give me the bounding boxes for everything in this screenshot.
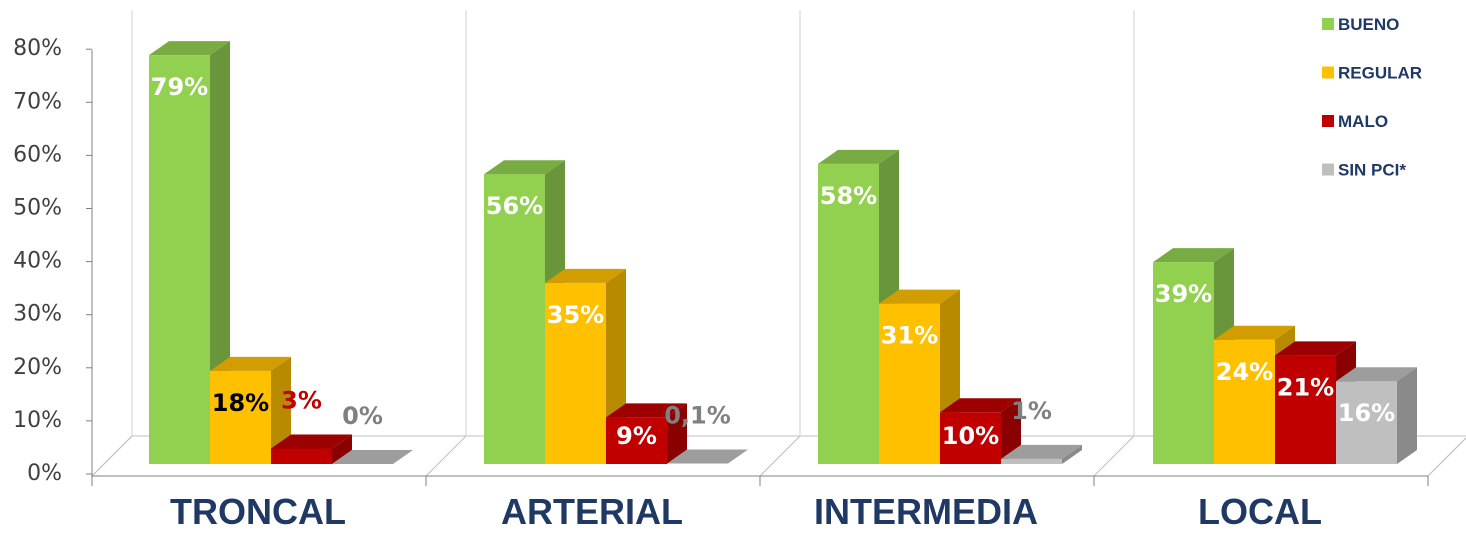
bar-top xyxy=(818,149,899,164)
bar-front xyxy=(940,412,1001,464)
bar-intermedia-malo xyxy=(940,398,1021,464)
bar-top xyxy=(606,403,687,418)
bar-troncal-bueno xyxy=(149,41,230,465)
bar-local-sinpci xyxy=(1336,367,1417,464)
group-dividers xyxy=(91,10,1466,486)
data-label: 10% xyxy=(942,422,999,450)
legend-label: MALO xyxy=(1338,112,1388,131)
data-label: 58% xyxy=(820,182,877,210)
bar-front xyxy=(879,303,940,464)
legend-label: SIN PCI* xyxy=(1338,161,1406,180)
y-tick-label: 80% xyxy=(13,36,62,61)
bar-top xyxy=(1214,325,1295,340)
bar-front xyxy=(1001,458,1062,464)
legend: BUENO REGULAR MALO SIN PCI* xyxy=(1322,15,1422,180)
bar-front xyxy=(271,448,332,464)
floor-diagonal xyxy=(91,435,133,477)
bar-top xyxy=(879,289,960,304)
legend-swatch xyxy=(1322,115,1334,127)
bar-top xyxy=(271,434,352,449)
bar-front xyxy=(149,55,210,465)
bar-side xyxy=(210,41,230,465)
bar-top xyxy=(149,41,230,56)
bar-top xyxy=(484,160,565,175)
bar-troncal-sinpci xyxy=(332,450,413,464)
category-label: ARTERIAL xyxy=(501,491,683,532)
bar-side xyxy=(332,434,352,464)
legend-swatch xyxy=(1322,163,1334,176)
bar-front xyxy=(484,174,545,464)
floor-diagonal xyxy=(1427,437,1466,477)
bar-front xyxy=(606,417,667,464)
category-label: INTERMEDIA xyxy=(814,491,1038,532)
bar-side xyxy=(271,356,291,464)
y-axis: 0% 10% 20% 30% 40% 50% 60% 70% 80% xyxy=(13,36,1428,486)
bar-troncal-malo xyxy=(271,434,352,464)
legend-label: REGULAR xyxy=(1338,64,1422,83)
bar-top xyxy=(332,450,413,464)
data-label: 16% xyxy=(1338,399,1395,427)
data-label: 18% xyxy=(212,389,269,417)
bar-front xyxy=(1275,355,1336,464)
data-label: 0% xyxy=(342,402,383,430)
data-label: 79% xyxy=(151,73,208,101)
data-label: 21% xyxy=(1277,373,1334,401)
bar-side xyxy=(1001,398,1021,464)
bar-front xyxy=(210,370,271,464)
bar-troncal-regular xyxy=(210,356,291,464)
bar-top xyxy=(1001,444,1082,459)
bar-top xyxy=(1336,367,1417,382)
bar-arterial-malo xyxy=(606,403,687,464)
data-label: 56% xyxy=(486,192,543,220)
y-tick-label: 10% xyxy=(13,408,62,433)
bar-front xyxy=(1153,262,1214,464)
bar-top xyxy=(667,449,748,464)
x-axis: TRONCAL ARTERIAL INTERMEDIA LOCAL xyxy=(170,491,1322,532)
bar-intermedia-sinpci xyxy=(1001,444,1082,464)
y-tick-label: 60% xyxy=(13,142,62,167)
bar-side xyxy=(1397,367,1417,464)
bar-side xyxy=(1062,444,1082,464)
data-label: 3% xyxy=(281,386,322,414)
floor-diagonal xyxy=(759,435,801,477)
bar-top xyxy=(210,356,291,371)
bars xyxy=(149,41,1417,465)
data-label: 31% xyxy=(881,322,938,350)
data-label: 9% xyxy=(616,422,657,450)
category-label: TRONCAL xyxy=(170,491,346,532)
bar-side xyxy=(667,403,687,464)
bar-top xyxy=(545,268,626,283)
data-labels: 79% 56% 58% 39% 18% 35% 31% 24% 3% 9% 10% 21% 0% 0,1%… xyxy=(151,73,1395,450)
y-tick-label: 20% xyxy=(13,355,62,380)
y-tick-label: 50% xyxy=(13,196,62,221)
data-label: 0,1% xyxy=(664,401,731,429)
floor-diagonal xyxy=(1093,435,1135,477)
data-label: 1% xyxy=(1011,397,1052,425)
data-label: 35% xyxy=(547,301,604,329)
bar-front xyxy=(818,163,879,464)
bar-top xyxy=(1275,341,1356,356)
legend-swatch xyxy=(1322,18,1334,30)
data-label: 24% xyxy=(1216,358,1273,386)
bar-top xyxy=(940,398,1021,413)
bar-front xyxy=(1214,339,1275,464)
y-tick-label: 40% xyxy=(13,249,62,274)
data-label: 39% xyxy=(1155,280,1212,308)
floor-diagonal xyxy=(425,435,467,477)
category-label: LOCAL xyxy=(1198,491,1322,532)
bar-intermedia-regular xyxy=(879,289,960,464)
legend-label: BUENO xyxy=(1338,15,1399,34)
y-tick-label: 0% xyxy=(27,461,62,486)
y-tick-label: 30% xyxy=(13,302,62,327)
legend-swatch xyxy=(1322,66,1334,79)
bar-front xyxy=(1336,381,1397,464)
bar-front xyxy=(545,282,606,464)
bar-arterial-sinpci xyxy=(667,449,748,464)
y-tick-label: 70% xyxy=(13,89,62,114)
bar-top xyxy=(1153,248,1234,263)
